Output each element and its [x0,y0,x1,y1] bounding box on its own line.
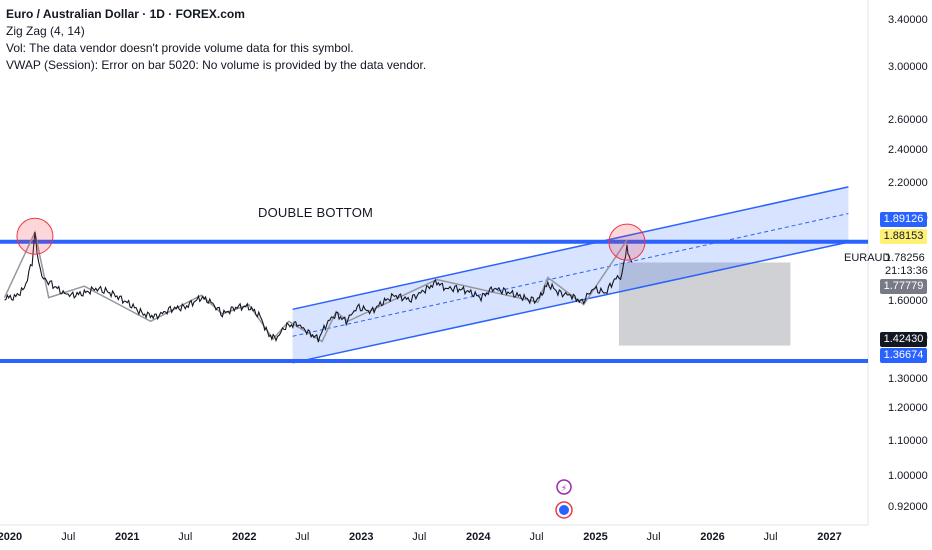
bar-countdown: 21:13:36 [885,265,928,277]
channel-lower-line [292,241,849,364]
price-tick-label: 2.40000 [888,144,928,157]
month-tick-label: Jul [763,531,778,543]
price-tick-label: 1.10000 [888,434,928,447]
price-label-last: 1.77779 [880,279,927,294]
price-label-support: 1.36674 [880,348,927,363]
price-tick-label: 2.60000 [888,114,928,127]
month-tick-label: Jul [646,531,661,543]
price-tick-label: 1.20000 [888,402,928,415]
month-tick-label: Jul [178,531,193,543]
event-flash-icon [556,479,572,495]
price-label-high: 1.89126 [880,212,927,227]
year-tick-label: 2027 [817,531,842,543]
year-tick-label: 2021 [115,531,140,543]
flash-glyph: ⚡ [561,484,567,494]
double-bottom-annotation[interactable]: DOUBLE BOTTOM [258,205,374,220]
legend-volume: Vol: The data vendor doesn't provide vol… [6,41,354,55]
price-tick-label: 0.92000 [888,501,928,514]
year-tick-label: 2022 [231,531,257,543]
highlight-circle-1 [16,217,54,255]
year-tick-label: 2020 [0,531,23,543]
price-tick-label: 1.30000 [888,372,928,385]
legend-zigzag: Zig Zag (4, 14) [6,24,85,38]
current-price: 1.78256 [885,252,925,264]
highlight-circle-2 [608,223,646,261]
price-line [4,232,633,343]
month-tick-label: Jul [295,531,310,543]
chart-legend: Euro / Australian Dollar · 1D · FOREX.co… [6,6,426,74]
legend-vwap: VWAP (Session): Error on bar 5020: No vo… [6,58,427,72]
event-flag-icon-inner [559,505,569,515]
year-tick-label: 2026 [700,531,725,543]
channel-upper-line [292,186,849,311]
channel-fill [292,186,849,363]
price-tick-label: 3.40000 [888,14,928,27]
price-tick-label: 3.00000 [888,60,928,73]
price-tick-label: 2.20000 [888,176,928,189]
year-tick-label: 2023 [348,531,374,543]
legend-title: Euro / Australian Dollar · 1D · FOREX.co… [6,7,245,21]
symbol-label: EURAUD [844,252,891,264]
price-label-level: 1.88153 [880,229,927,244]
month-tick-label: Jul [529,531,544,543]
price-label-target: 1.42430 [880,332,927,347]
projection-box [618,262,791,346]
year-tick-label: 2024 [465,531,491,543]
channel-mid-line [292,213,849,337]
month-tick-label: Jul [412,531,427,543]
price-tick-label: 1.00000 [888,470,928,483]
price-tick-label: 1.60000 [888,295,928,308]
year-tick-label: 2025 [583,531,608,543]
month-tick-label: Jul [61,531,76,543]
